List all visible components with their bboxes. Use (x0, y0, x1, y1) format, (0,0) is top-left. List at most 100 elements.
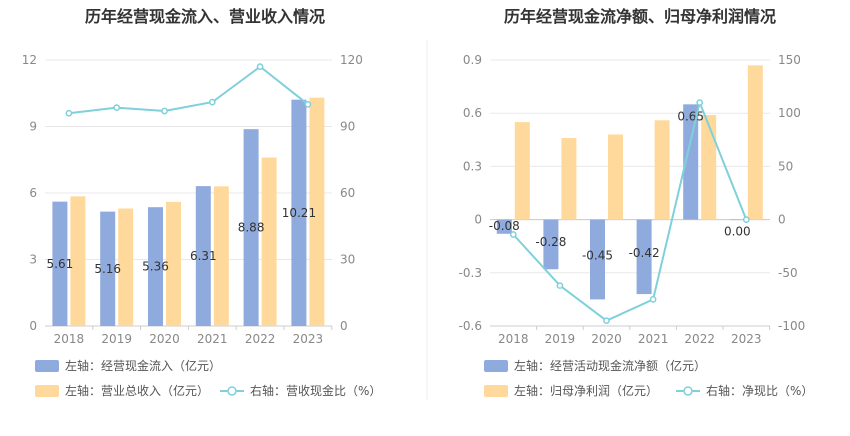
right-legend-label-2: 左轴：归母净利润（亿元） (514, 383, 658, 398)
left-right-tick-label: 30 (340, 253, 355, 267)
left-bar-secondary (309, 97, 325, 326)
right-bar-secondary (654, 120, 670, 220)
right-right-tick-label: -100 (778, 319, 805, 333)
right-left-tick-label: 0.9 (463, 53, 482, 67)
left-chart-title: 历年经营现金流入、营业收入情况 (85, 7, 325, 26)
right-bar-secondary (561, 138, 577, 220)
left-bar-primary (52, 201, 68, 326)
right-ratio-point (696, 99, 704, 106)
left-x-tick-label: 2018 (54, 332, 85, 346)
right-right-tick-label: 50 (778, 159, 793, 173)
right-ratio-point (556, 282, 564, 289)
right-bar-secondary (701, 114, 717, 220)
right-bar-data-label: -0.42 (629, 246, 660, 260)
right-bar-secondary (514, 122, 530, 220)
line-marker-icon (683, 386, 693, 396)
left-bar-secondary (70, 196, 86, 326)
left-bar-secondary (166, 201, 181, 326)
right-bar-data-label: -0.45 (582, 249, 613, 263)
left-ratio-point (208, 98, 216, 106)
right-chart-title: 历年经营现金流净额、归母净利润情况 (504, 7, 776, 26)
right-ratio-point (509, 231, 517, 238)
bar-swatch-icon (484, 360, 508, 372)
right-left-tick-label: 0.6 (463, 106, 482, 120)
left-left-tick-label: 9 (29, 120, 37, 134)
right-bar-primary (590, 219, 605, 300)
bar-swatch-icon (35, 360, 59, 372)
left-left-tick-label: 3 (29, 253, 37, 267)
left-left-tick-label: 12 (22, 53, 37, 67)
left-bar-data-label: 6.31 (190, 249, 217, 263)
right-left-tick-label: 0.3 (463, 159, 482, 173)
right-x-tick-label: 2022 (684, 332, 715, 346)
right-bar-primary (683, 104, 699, 220)
left-left-tick-label: 0 (29, 319, 37, 333)
left-bar-data-label: 5.16 (94, 262, 121, 276)
right-x-tick-label: 2020 (591, 332, 622, 346)
right-right-tick-label: 0 (778, 213, 786, 227)
left-ratio-point (161, 107, 168, 115)
right-ratio-line (512, 99, 748, 322)
left-bar-primary (243, 129, 259, 326)
left-right-tick-label: 0 (340, 319, 348, 333)
left-x-tick-label: 2023 (293, 332, 324, 346)
right-legend-label-3: 右轴：净现比（%） (706, 383, 813, 398)
left-bar-data-label: 10.21 (282, 206, 316, 220)
left-ratio-line (68, 65, 309, 115)
left-legend-label-3: 右轴：营收现金比（%） (250, 383, 381, 398)
bar-swatch-icon (35, 385, 59, 397)
right-bar-secondary (747, 65, 763, 220)
left-bar-data-label: 8.88 (238, 221, 265, 235)
right-bar-primary (729, 219, 745, 221)
right-bar-data-label: 0.00 (724, 225, 751, 239)
left-right-tick-label: 120 (340, 53, 363, 67)
left-bar-primary (100, 211, 116, 326)
right-ratio-point (742, 216, 750, 223)
right-bar-data-label: 0.65 (677, 109, 704, 123)
left-legend-label-2: 左轴：营业总收入（亿元） (65, 383, 209, 398)
left-bar-secondary (213, 186, 229, 326)
right-ratio-point (603, 317, 610, 325)
left-x-tick-label: 2019 (101, 332, 132, 346)
right-right-tick-label: -50 (778, 266, 798, 280)
left-bar-data-label: 5.61 (47, 257, 74, 271)
left-left-tick-label: 6 (29, 186, 37, 200)
right-bar-primary (636, 219, 652, 295)
left-bar-primary (291, 99, 307, 326)
right-bar-primary (543, 219, 559, 270)
right-left-tick-label: 0 (474, 213, 482, 227)
right-x-tick-label: 2018 (498, 332, 529, 346)
left-bar-primary (195, 186, 211, 326)
right-x-tick-label: 2021 (638, 332, 669, 346)
right-x-tick-label: 2019 (545, 332, 576, 346)
right-ratio-point (649, 296, 657, 303)
right-legend-label-1: 左轴：经营活动现金流净额（亿元） (514, 358, 706, 373)
left-x-tick-label: 2022 (245, 332, 276, 346)
right-bar-primary (496, 219, 512, 234)
left-ratio-point (113, 104, 121, 112)
right-right-tick-label: 100 (778, 106, 801, 120)
left-ratio-point (256, 63, 264, 71)
line-marker-icon (227, 386, 237, 396)
left-bar-secondary (118, 208, 134, 326)
right-right-tick-label: 150 (778, 53, 801, 67)
left-legend-label-1: 左轴：经营现金流入（亿元） (65, 358, 221, 373)
left-bar-data-label: 5.36 (142, 260, 169, 274)
left-ratio-point (304, 100, 312, 108)
left-right-tick-label: 60 (340, 186, 355, 200)
right-bar-secondary (608, 134, 623, 220)
right-x-tick-label: 2023 (731, 332, 762, 346)
left-bar-secondary (261, 157, 277, 326)
right-left-tick-label: -0.3 (459, 266, 482, 280)
right-left-tick-label: -0.6 (459, 319, 482, 333)
left-x-tick-label: 2020 (149, 332, 180, 346)
left-bar-primary (148, 207, 163, 326)
left-ratio-point (65, 109, 73, 117)
bar-swatch-icon (484, 385, 508, 397)
right-bar-data-label: -0.28 (535, 235, 566, 249)
left-x-tick-label: 2021 (197, 332, 228, 346)
left-right-tick-label: 90 (340, 120, 355, 134)
right-bar-data-label: -0.08 (489, 219, 520, 233)
